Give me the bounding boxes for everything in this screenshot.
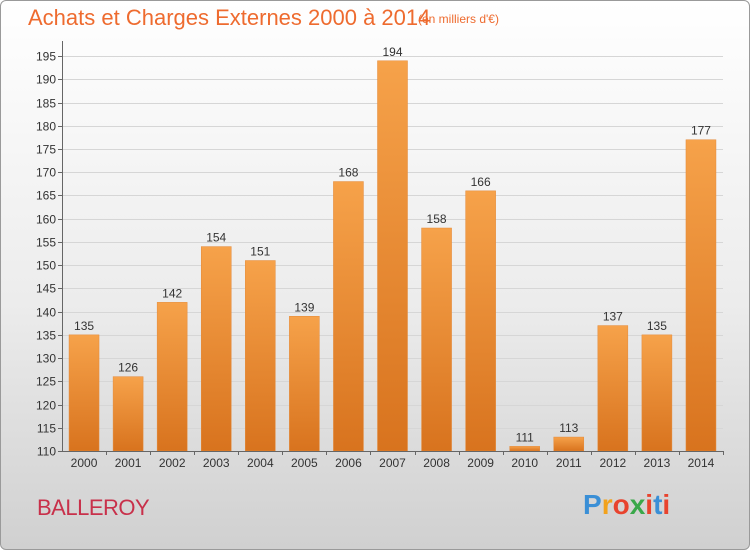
y-tick-label: 155 <box>36 236 56 250</box>
bar <box>509 446 540 452</box>
bar <box>112 376 144 452</box>
y-tick-label: 115 <box>37 422 56 436</box>
y-tick-label: 130 <box>36 352 56 366</box>
y-tick-label: 195 <box>36 50 56 64</box>
bar <box>377 60 408 452</box>
y-tick-label: 170 <box>36 166 56 180</box>
data-label: 158 <box>427 212 447 226</box>
bar <box>156 302 188 452</box>
y-tick-label: 140 <box>36 306 56 320</box>
data-label: 154 <box>206 231 226 245</box>
x-tick-label: 2008 <box>423 456 450 470</box>
chart-subtitle: (en milliers d'€) <box>418 12 499 26</box>
data-label: 194 <box>382 45 402 59</box>
bars: 135 126 142 154 151 139 168 194 158 166 111 113 137 1… <box>68 45 717 452</box>
y-tick-label: 135 <box>36 329 56 343</box>
logo-letter: t <box>653 489 663 520</box>
bar <box>289 316 320 452</box>
data-label: 111 <box>516 430 535 444</box>
y-tick-label: 190 <box>36 73 56 87</box>
x-tick-label: 2007 <box>379 456 406 470</box>
bar <box>333 181 364 452</box>
data-label: 135 <box>647 319 667 333</box>
logo-letter: i <box>645 489 654 520</box>
bar <box>685 139 717 452</box>
bar <box>553 436 585 452</box>
bar <box>421 227 452 452</box>
data-label: 135 <box>74 319 94 333</box>
x-tick-label: 2011 <box>556 456 582 470</box>
x-tick-label: 2001 <box>115 456 142 470</box>
x-tick-label: 2014 <box>688 456 715 470</box>
y-tick-label: 175 <box>36 143 56 157</box>
data-label: 151 <box>250 245 270 259</box>
x-tick-label: 2006 <box>335 456 362 470</box>
logo-letter: x <box>629 489 646 520</box>
bar <box>200 246 232 452</box>
bar <box>597 325 629 452</box>
bar <box>641 334 673 452</box>
x-tick-label: 2000 <box>71 456 98 470</box>
y-tick-label: 180 <box>36 120 56 134</box>
data-label: 126 <box>118 361 138 375</box>
y-tick-label: 110 <box>37 445 56 459</box>
y-axis-ticks: 110 115 120 125 130 135 140 145 150 155 160 165 170 1… <box>36 50 62 459</box>
bar <box>68 334 100 452</box>
x-tick-label: 2004 <box>247 456 274 470</box>
logo-letter: P <box>583 489 602 520</box>
logo-letter: i <box>662 489 671 520</box>
x-tick-label: 2013 <box>644 456 671 470</box>
y-tick-label: 150 <box>36 259 56 273</box>
y-tick-label: 185 <box>36 97 56 111</box>
data-label: 113 <box>559 421 578 435</box>
x-tick-label: 2009 <box>467 456 494 470</box>
y-tick-label: 165 <box>36 189 56 203</box>
place-name: BALLEROY <box>37 495 150 520</box>
data-label: 139 <box>294 300 314 314</box>
y-tick-label: 145 <box>36 282 56 296</box>
y-tick-label: 125 <box>36 375 56 389</box>
x-tick-label: 2012 <box>599 456 626 470</box>
bar <box>245 260 276 452</box>
logo-letter: o <box>612 489 630 520</box>
proxiti-logo[interactable]: Proxiti <box>583 489 670 521</box>
data-label: 168 <box>338 166 358 180</box>
bar <box>465 190 496 452</box>
x-tick-label: 2003 <box>203 456 230 470</box>
chart-title: Achats et Charges Externes 2000 à 2014 <box>28 5 431 30</box>
data-label: 142 <box>162 286 182 300</box>
data-label: 177 <box>691 124 711 138</box>
y-tick-label: 160 <box>36 213 56 227</box>
x-tick-label: 2002 <box>159 456 186 470</box>
data-label: 166 <box>471 175 491 189</box>
logo-letter: r <box>601 489 613 520</box>
x-tick-label: 2010 <box>511 456 538 470</box>
x-tick-label: 2005 <box>291 456 318 470</box>
y-tick-label: 120 <box>36 399 56 413</box>
x-axis-ticks: 2000 2001 2002 2003 2004 2005 2006 2007 2008 2009… <box>71 451 724 470</box>
axes <box>62 41 723 452</box>
data-label: 137 <box>603 310 623 324</box>
